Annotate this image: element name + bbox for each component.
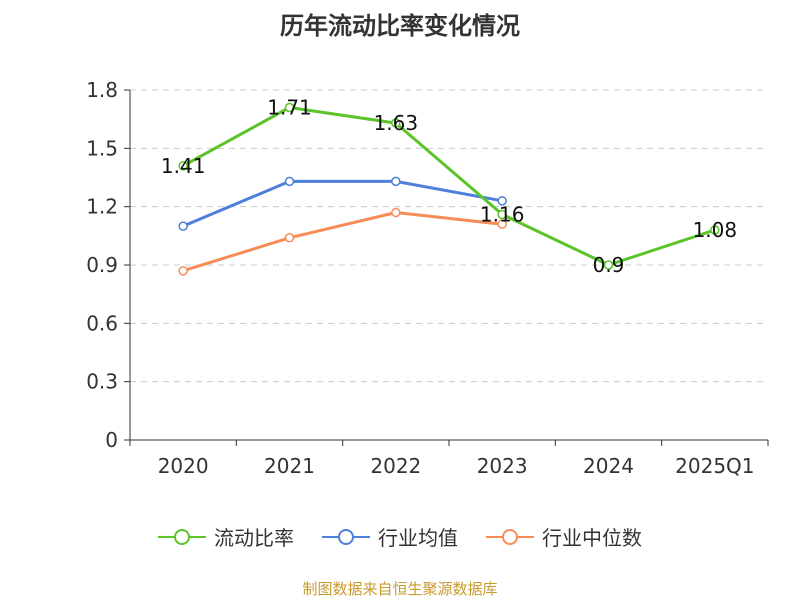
data-label: 1.08 <box>693 218 738 242</box>
legend-item-industry-mean[interactable]: 行业均值 <box>322 522 458 551</box>
legend-label-current-ratio: 流动比率 <box>214 526 294 550</box>
data-label: 1.41 <box>161 154 206 178</box>
y-tick-label: 1.5 <box>86 136 118 160</box>
data-point <box>284 102 295 113</box>
data-point <box>391 118 401 128</box>
data-label: 0.9 <box>593 253 625 277</box>
data-point <box>284 233 295 243</box>
data-point <box>178 221 188 231</box>
legend-swatch-current-ratio <box>158 528 206 545</box>
legend-label-industry-mean: 行业均值 <box>378 526 458 550</box>
y-tick-label: 0.6 <box>86 311 118 335</box>
data-point <box>603 260 614 270</box>
chart-title: 历年流动比率变化情况 <box>280 12 520 40</box>
series-line <box>182 211 503 273</box>
x-tick-label: 2024 <box>583 454 634 478</box>
legend-item-industry-median[interactable]: 行业中位数 <box>486 522 642 551</box>
y-tick-label: 0.3 <box>86 370 118 394</box>
data-point <box>497 219 507 229</box>
data-label: 1.71 <box>267 96 312 120</box>
data-source-note: 制图数据来自恒生聚源数据库 <box>302 580 498 598</box>
y-tick-label: 1.8 <box>86 78 118 102</box>
legend-item-current-ratio[interactable]: 流动比率 <box>158 522 294 551</box>
data-point <box>178 161 188 171</box>
x-tick-label: 2020 <box>158 454 209 478</box>
x-tick-label: 2023 <box>477 454 528 478</box>
data-label: 1.63 <box>374 111 419 135</box>
x-tick-label: 2025Q1 <box>675 454 754 478</box>
legend: 流动比率 行业均值 行业中位数 <box>0 522 800 551</box>
y-tick-label: 0.9 <box>86 253 118 277</box>
data-point <box>284 176 295 187</box>
data-label: 1.16 <box>480 202 525 226</box>
series-line <box>182 106 716 267</box>
data-point <box>497 196 507 206</box>
data-point <box>497 209 507 220</box>
data-point <box>710 225 720 235</box>
series-line <box>182 179 503 228</box>
legend-swatch-industry-median <box>486 528 534 545</box>
x-tick-label: 2021 <box>264 454 315 478</box>
y-tick-label: 1.2 <box>86 195 118 219</box>
data-point <box>391 176 401 187</box>
legend-label-industry-median: 行业中位数 <box>542 526 642 550</box>
y-tick-label: 0 <box>105 428 118 452</box>
x-tick-label: 2022 <box>370 454 421 478</box>
data-point <box>178 266 188 276</box>
data-point <box>391 207 401 218</box>
legend-swatch-industry-mean <box>322 528 370 545</box>
